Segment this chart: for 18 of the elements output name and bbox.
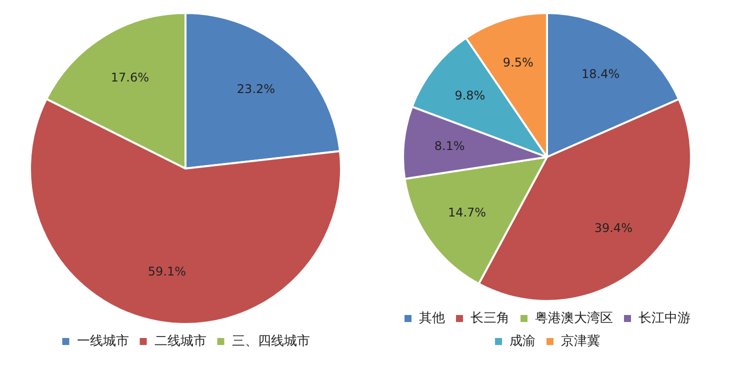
data-label: 39.4% xyxy=(594,221,632,236)
data-label: 59.1% xyxy=(148,264,186,279)
data-label: 8.1% xyxy=(434,139,465,154)
legend-label: 长江中游 xyxy=(638,310,690,326)
data-label: 23.2% xyxy=(236,82,276,96)
data-label: 9.8% xyxy=(454,88,486,103)
legend-label: 三、四线城市 xyxy=(232,334,310,349)
legend-label: 一线城市 xyxy=(76,334,129,349)
data-label: 9.5% xyxy=(502,56,534,70)
legend-label: 成渝 xyxy=(510,334,536,349)
data-label: 18.4% xyxy=(581,67,620,82)
data-label: 14.7% xyxy=(448,206,486,220)
legend-label: 其他 xyxy=(419,310,445,326)
legend-label: 长三角 xyxy=(470,310,510,326)
legend-label: 京津冀 xyxy=(561,334,600,349)
legend-label: 二线城市 xyxy=(154,334,206,349)
legend-label: 粤港澳大湾区 xyxy=(535,310,613,326)
data-label: 17.6% xyxy=(110,70,149,85)
